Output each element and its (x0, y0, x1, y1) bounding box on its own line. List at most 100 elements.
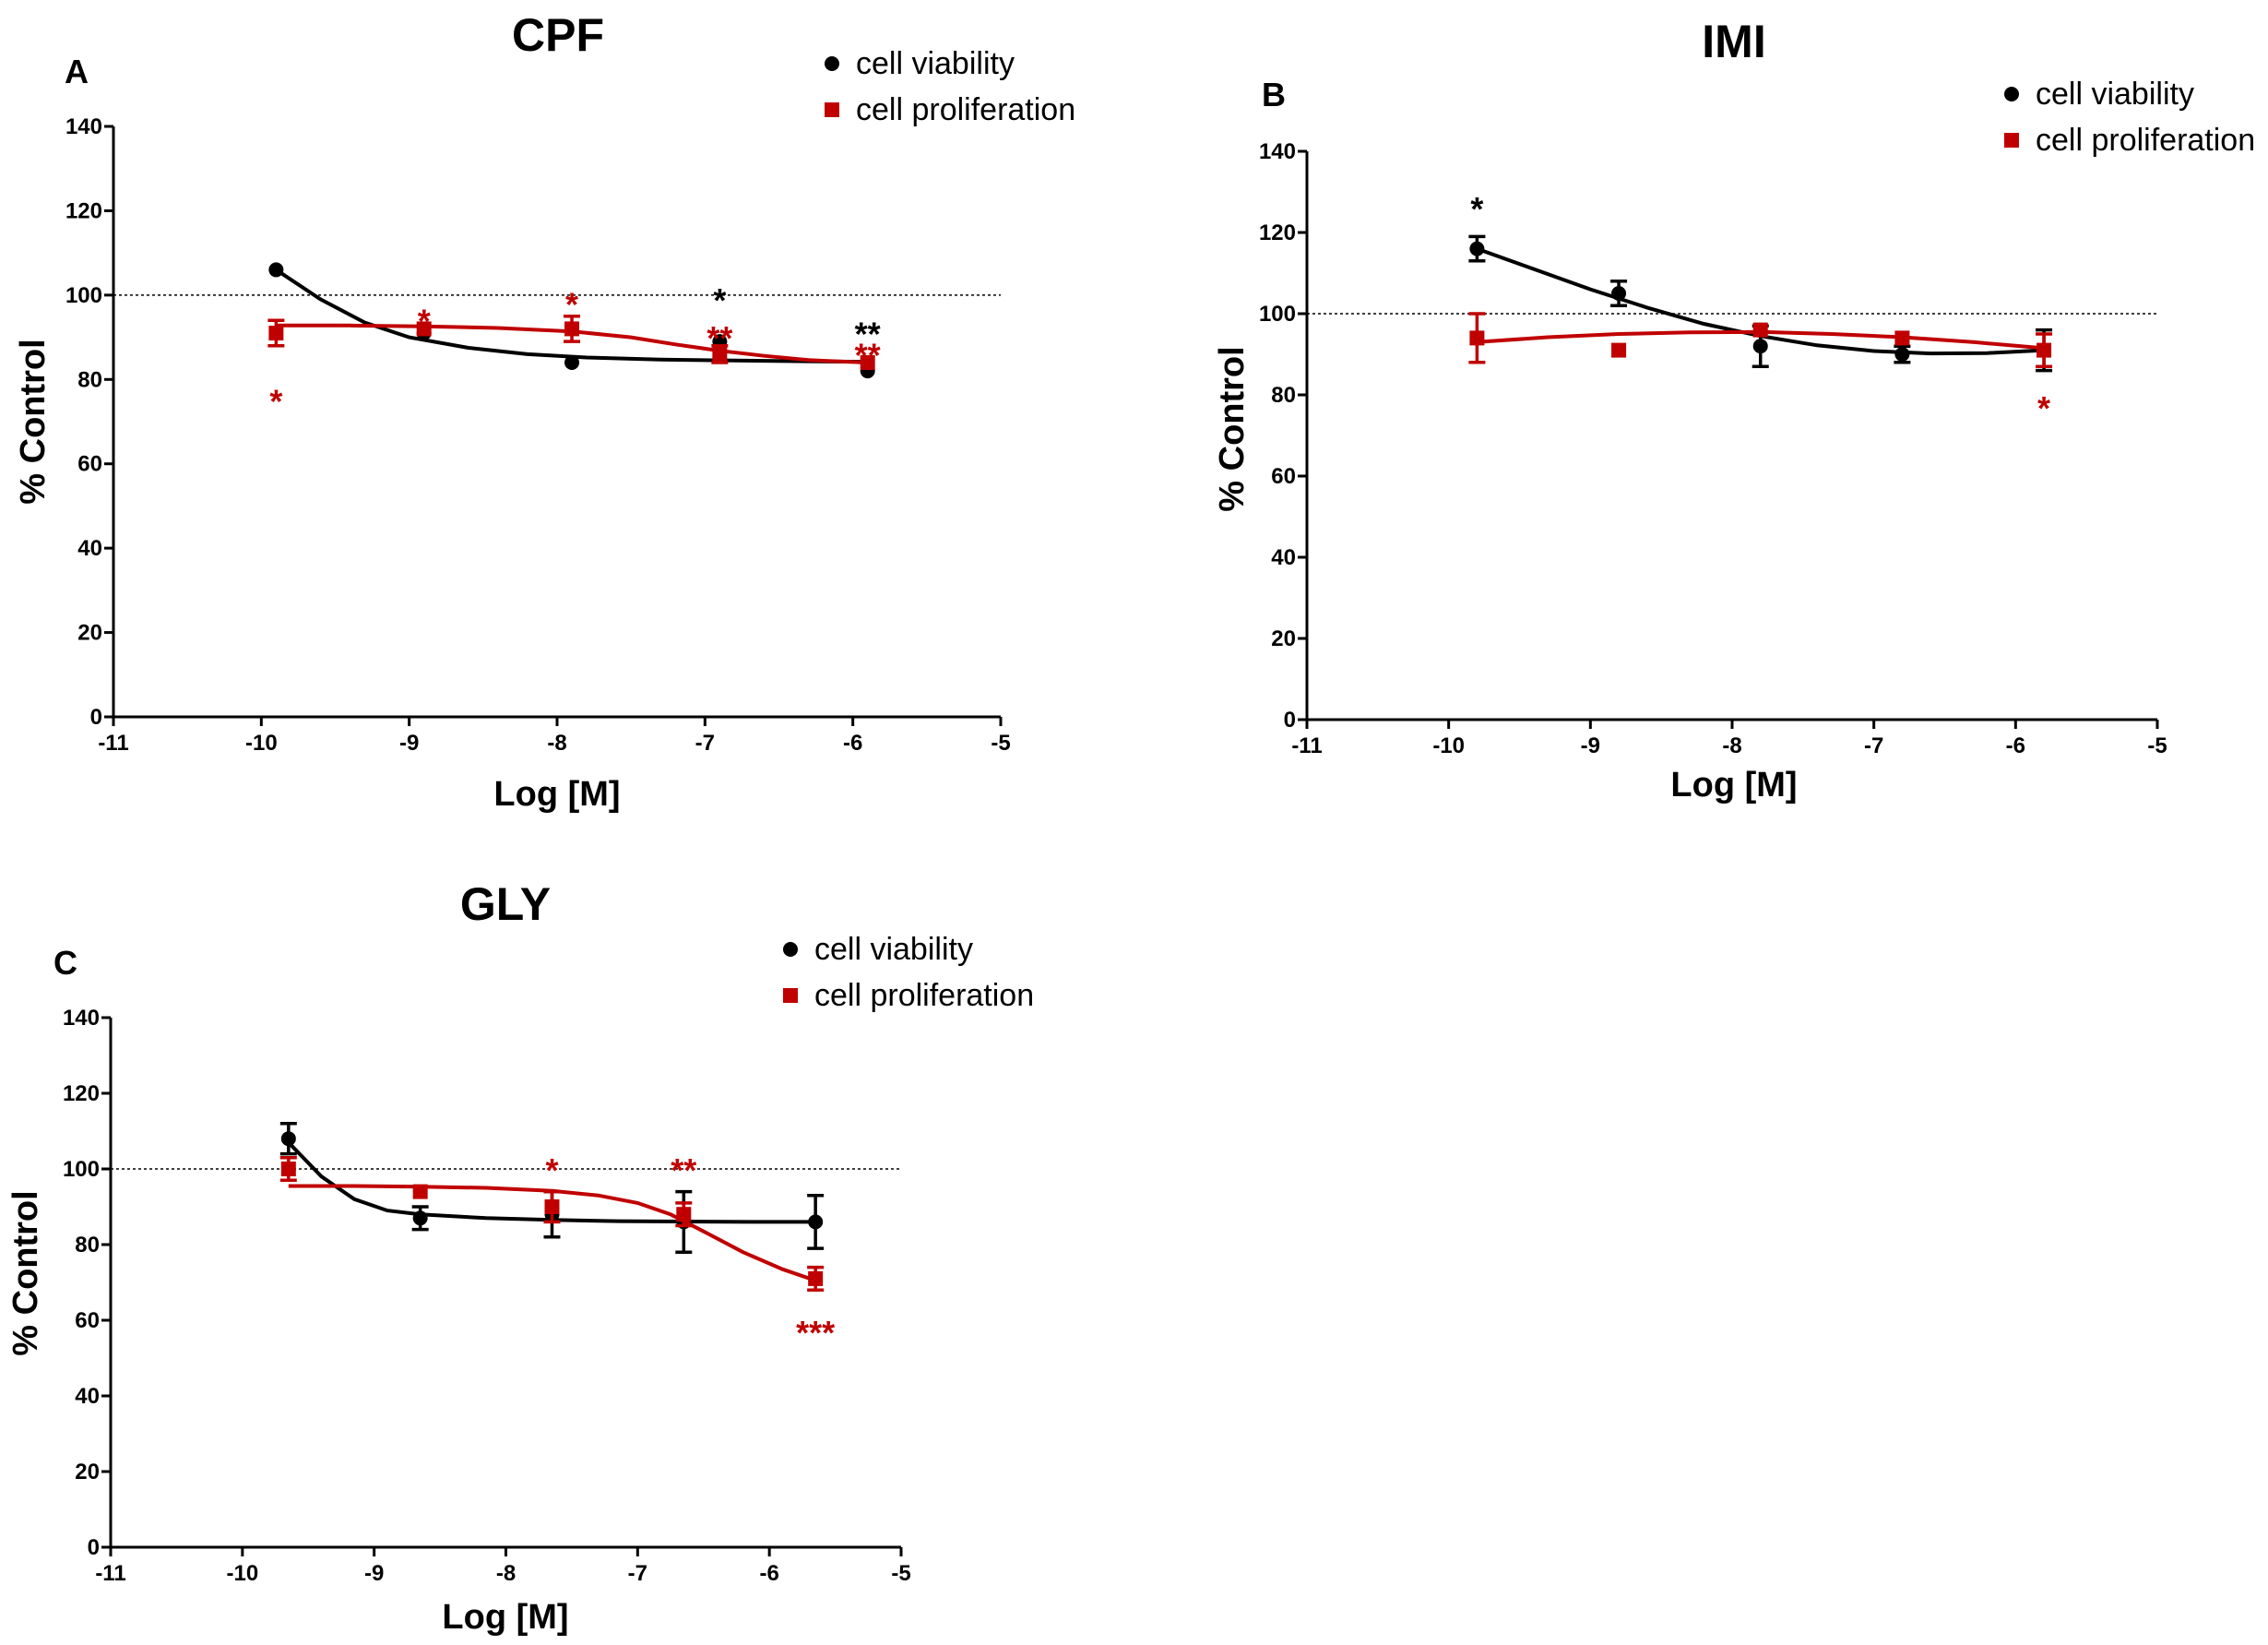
data-point (712, 346, 728, 362)
y-tick-label: 140 (1259, 139, 1296, 164)
data-point (1752, 322, 1768, 338)
y-tick-label: 20 (75, 1460, 100, 1484)
y-tick-label: 40 (75, 1384, 100, 1409)
data-point (412, 1184, 428, 1199)
y-tick-label: 140 (63, 1006, 100, 1031)
data-point (1894, 347, 1910, 362)
panel-gly: GLY C 0 20 40 60 80 100 120 140 -11 -10 -9 -8 -7 -6 -5 Lo… (6, 878, 1034, 1637)
data-point (860, 355, 875, 370)
fit-curve (275, 268, 868, 364)
significance-star: ** (855, 336, 881, 374)
data-point (1469, 330, 1485, 346)
significance-star: ** (707, 319, 732, 357)
data-point (2036, 342, 2052, 358)
y-tick-label: 40 (1271, 545, 1296, 570)
data-point (280, 1162, 296, 1176)
y-tick-label: 60 (1271, 464, 1296, 489)
y-tick-label: 120 (1259, 221, 1296, 245)
x-axis-title: Log [M] (493, 775, 620, 814)
x-tick-label: -9 (1581, 733, 1600, 758)
x-tick-label: -9 (364, 1561, 384, 1586)
significance-star: * (1470, 190, 1483, 228)
x-tick-label: -6 (2006, 733, 2025, 758)
y-tick-label: 0 (1284, 708, 1296, 733)
y-tick-label: 120 (65, 198, 102, 223)
legend-marker (2004, 87, 2019, 101)
x-tick-label: -7 (695, 731, 715, 756)
y-tick-label: 80 (75, 1233, 100, 1258)
x-tick-label: -11 (98, 731, 128, 756)
significance-star: *** (796, 1314, 835, 1352)
y-tick-label: 100 (63, 1157, 100, 1182)
y-tick-label: 20 (77, 621, 102, 646)
data-point (1894, 330, 1910, 346)
y-tick-label: 80 (1271, 383, 1296, 408)
significance-star: * (269, 383, 282, 421)
data-point (564, 355, 580, 370)
x-tick-label: -10 (226, 1561, 258, 1586)
legend-label: cell viability (2036, 77, 2194, 112)
x-tick-label: -11 (95, 1561, 125, 1586)
legend-marker (825, 102, 839, 117)
significance-star: ** (671, 1151, 696, 1189)
y-tick-label: 140 (65, 114, 102, 139)
significance-star: * (418, 303, 431, 340)
y-tick-label: 80 (77, 367, 102, 392)
series-cell-proliferation: * ***** (279, 1151, 835, 1352)
data-point (808, 1270, 824, 1286)
data-point (1611, 342, 1627, 358)
data-point (676, 1207, 692, 1222)
significance-star: ** (855, 315, 881, 352)
y-axis-title: % Control (6, 1190, 45, 1355)
data-point (268, 326, 284, 340)
y-tick-label: 60 (75, 1308, 100, 1333)
legend-label: cell viability (856, 46, 1015, 81)
y-axis-title: % Control (14, 339, 53, 504)
fit-curve (288, 1184, 816, 1282)
data-point (564, 321, 580, 337)
y-tick-label: 100 (65, 283, 102, 308)
significance-star: * (565, 285, 578, 323)
x-axis-title: Log [M] (442, 1598, 568, 1637)
x-tick-label: -11 (1291, 733, 1322, 758)
x-tick-label: -5 (991, 731, 1010, 756)
x-tick-label: -6 (759, 1561, 778, 1586)
data-point (544, 1199, 560, 1214)
x-tick-label: -7 (628, 1561, 647, 1586)
data-point (280, 1131, 296, 1147)
fit-curve (287, 1140, 816, 1224)
y-tick-label: 0 (90, 705, 102, 730)
legend-marker (825, 56, 839, 71)
x-tick-label: -8 (1722, 733, 1741, 758)
data-point (1611, 286, 1627, 301)
chart-title: GLY (460, 878, 551, 930)
panel-label: C (53, 944, 77, 982)
series-cell-proliferation: ** *** ** (267, 285, 881, 421)
y-tick-label: 120 (63, 1081, 100, 1106)
x-tick-label: -5 (2147, 733, 2167, 758)
data-point (1752, 339, 1768, 354)
y-tick-label: 60 (77, 452, 102, 477)
panel-label: A (65, 53, 89, 90)
x-tick-label: -7 (1864, 733, 1883, 758)
y-tick-label: 100 (1259, 302, 1296, 327)
panel-cpf: CPF A 0 20 40 60 80 100 120 140 -11 -10 -9 -8 -7 -6 -5 Lo… (14, 9, 1075, 814)
significance-star: * (713, 281, 726, 319)
panel-imi: IMI B 0 20 40 60 80 100 120 140 -11 -10 -9 -8 -7 -6 -5 Lo… (1213, 16, 2255, 805)
x-axis-title: Log [M] (1670, 766, 1797, 805)
x-tick-label: -5 (891, 1561, 910, 1586)
legend-label: cell proliferation (2036, 123, 2255, 158)
data-point (416, 321, 432, 337)
legend-marker (783, 988, 798, 1003)
series-cell-viability: * (1468, 190, 2053, 373)
data-point (268, 262, 284, 278)
x-tick-label: -8 (496, 1561, 516, 1586)
legend-label: cell proliferation (814, 978, 1034, 1013)
y-tick-label: 20 (1271, 626, 1296, 651)
legend-label: cell proliferation (856, 92, 1075, 127)
x-tick-label: -10 (1432, 733, 1465, 758)
significance-star: * (545, 1151, 558, 1189)
data-point (1469, 241, 1485, 256)
significance-star: * (2037, 389, 2050, 427)
